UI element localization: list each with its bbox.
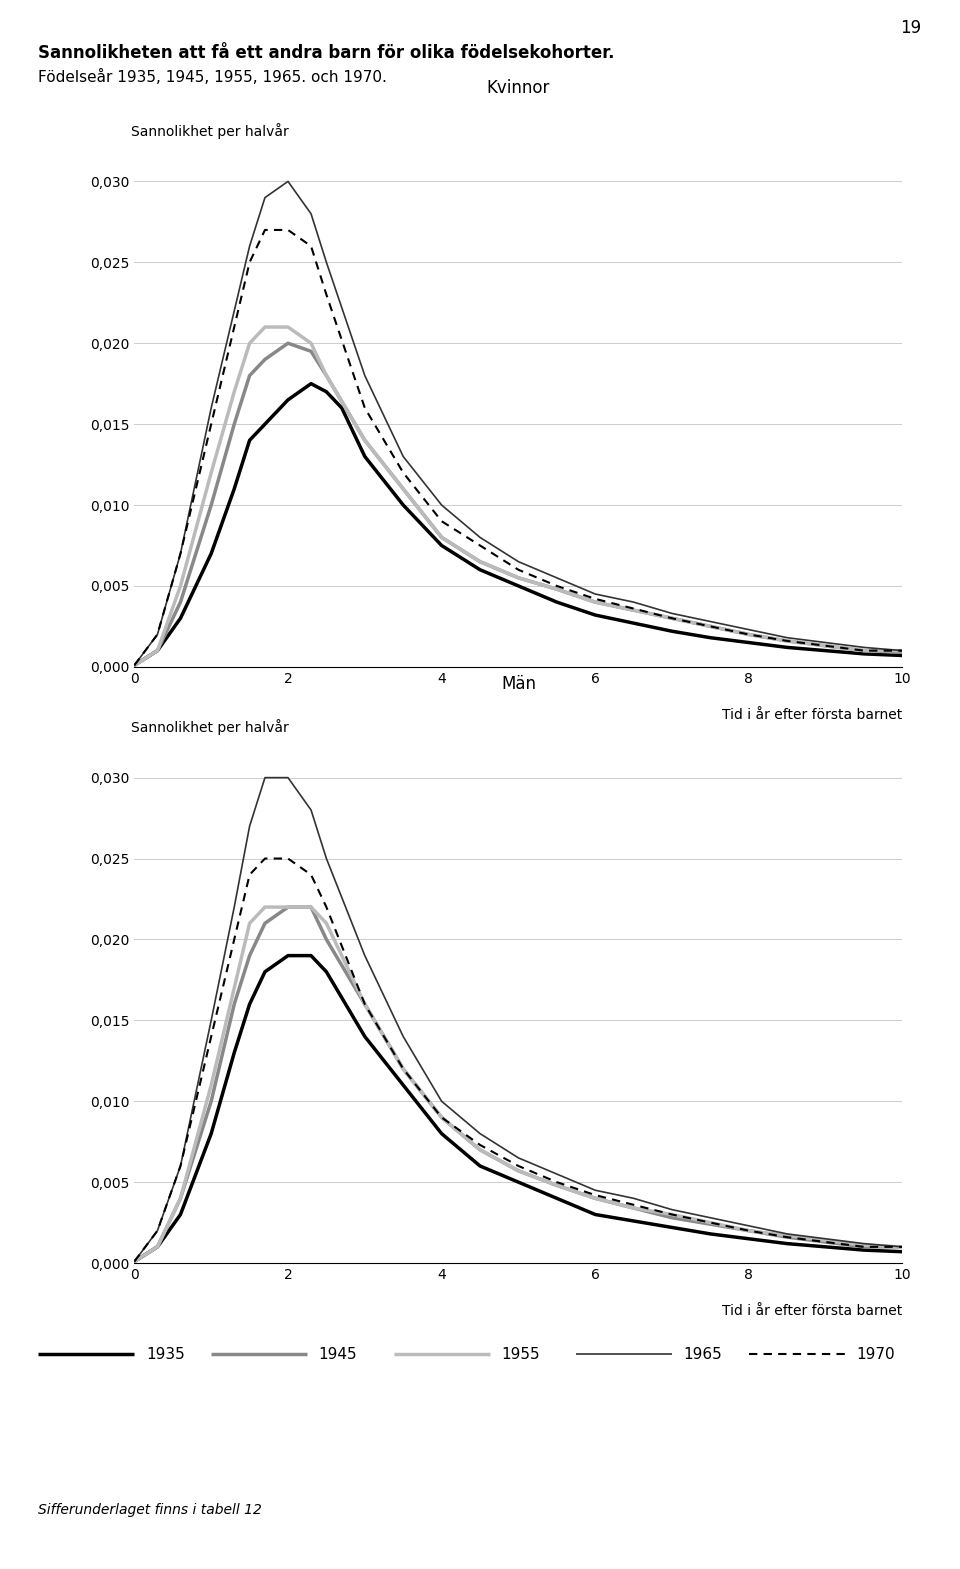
Text: Sannolikhet per halvår: Sannolikhet per halvår — [131, 122, 288, 138]
Text: Sannolikheten att få ett andra barn för olika födelsekohorter.: Sannolikheten att få ett andra barn för … — [38, 44, 615, 61]
Text: Tid i år efter första barnet: Tid i år efter första barnet — [722, 708, 902, 722]
Text: Män: Män — [501, 676, 536, 693]
Text: 1945: 1945 — [319, 1346, 357, 1362]
Text: Sannolikhet per halvår: Sannolikhet per halvår — [131, 719, 288, 734]
Text: Kvinnor: Kvinnor — [487, 80, 550, 97]
Text: Födelseår 1935, 1945, 1955, 1965. och 1970.: Födelseår 1935, 1945, 1955, 1965. och 19… — [38, 69, 387, 85]
Text: Sifferunderlaget finns i tabell 12: Sifferunderlaget finns i tabell 12 — [38, 1503, 262, 1517]
Text: 1965: 1965 — [684, 1346, 722, 1362]
Text: 1955: 1955 — [501, 1346, 540, 1362]
Text: 19: 19 — [900, 19, 922, 36]
Text: 1935: 1935 — [146, 1346, 184, 1362]
Text: 1970: 1970 — [856, 1346, 895, 1362]
Text: Tid i år efter första barnet: Tid i år efter första barnet — [722, 1304, 902, 1318]
